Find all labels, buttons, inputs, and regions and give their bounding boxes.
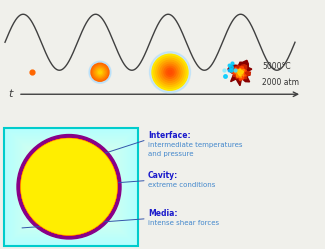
Circle shape (21, 139, 117, 235)
Text: extreme conditions: extreme conditions (148, 182, 215, 188)
Circle shape (158, 60, 182, 84)
Circle shape (21, 139, 117, 235)
Circle shape (89, 61, 111, 83)
Circle shape (99, 71, 101, 73)
Circle shape (21, 139, 116, 234)
Circle shape (21, 139, 117, 235)
Circle shape (22, 139, 116, 234)
Polygon shape (230, 65, 250, 81)
Circle shape (22, 140, 116, 234)
Circle shape (21, 139, 117, 235)
Circle shape (22, 139, 116, 234)
Polygon shape (237, 69, 243, 76)
Circle shape (22, 139, 116, 234)
Circle shape (95, 67, 105, 77)
Polygon shape (228, 60, 252, 86)
Circle shape (98, 70, 103, 75)
Circle shape (17, 134, 121, 239)
Circle shape (22, 139, 116, 234)
Circle shape (21, 139, 117, 235)
Circle shape (154, 56, 186, 88)
Circle shape (22, 139, 116, 234)
Circle shape (166, 68, 174, 76)
Circle shape (21, 139, 116, 234)
Circle shape (22, 139, 116, 234)
Circle shape (21, 139, 117, 235)
Circle shape (22, 139, 116, 234)
Circle shape (96, 68, 104, 76)
Polygon shape (235, 69, 244, 78)
Point (228, 68, 234, 72)
Circle shape (22, 139, 116, 234)
Point (221, 67, 227, 71)
Circle shape (164, 66, 176, 78)
Point (222, 74, 227, 78)
Circle shape (22, 139, 116, 234)
Text: 2000 atm: 2000 atm (262, 78, 299, 87)
Bar (4, 127, 138, 246)
Circle shape (94, 66, 106, 79)
Text: t: t (8, 89, 12, 99)
Text: Cavity:: Cavity: (148, 171, 178, 180)
Circle shape (156, 58, 184, 86)
Text: and pressure: and pressure (148, 151, 193, 157)
Circle shape (21, 139, 117, 235)
Circle shape (22, 139, 116, 234)
Point (227, 63, 232, 67)
Circle shape (21, 139, 117, 235)
Circle shape (160, 62, 180, 82)
Circle shape (152, 54, 188, 90)
Circle shape (21, 139, 117, 235)
Text: Interface:: Interface: (148, 130, 191, 139)
Circle shape (21, 139, 117, 235)
Circle shape (92, 64, 108, 80)
Circle shape (21, 139, 116, 234)
Circle shape (21, 139, 117, 235)
Circle shape (21, 139, 117, 235)
Circle shape (21, 139, 117, 235)
Text: Media:: Media: (148, 209, 177, 218)
Circle shape (21, 139, 117, 235)
Circle shape (21, 139, 116, 234)
Circle shape (22, 139, 116, 234)
Circle shape (162, 64, 178, 80)
Point (232, 68, 237, 72)
Circle shape (22, 140, 116, 234)
Circle shape (91, 63, 109, 81)
Point (29, 70, 34, 74)
Circle shape (22, 139, 116, 234)
Point (229, 61, 234, 65)
Polygon shape (232, 67, 246, 80)
Text: intermediate temperatures: intermediate temperatures (148, 142, 242, 148)
Circle shape (21, 139, 117, 235)
Circle shape (22, 140, 116, 234)
Circle shape (21, 139, 117, 235)
Circle shape (22, 140, 116, 234)
Text: intense shear forces: intense shear forces (148, 220, 219, 226)
Circle shape (168, 70, 172, 74)
Circle shape (22, 140, 116, 234)
Point (227, 68, 232, 72)
Circle shape (21, 138, 117, 235)
Circle shape (22, 140, 116, 234)
Point (228, 65, 233, 69)
Circle shape (22, 139, 116, 234)
Circle shape (150, 52, 190, 93)
Text: 5000°C: 5000°C (262, 62, 291, 71)
